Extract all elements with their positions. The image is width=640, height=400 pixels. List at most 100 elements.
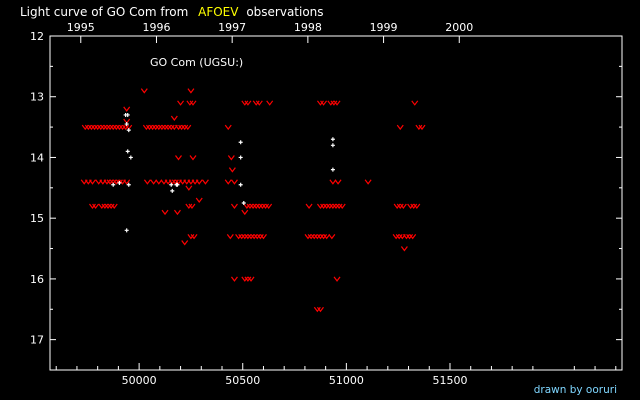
upper-limit-mark bbox=[186, 100, 194, 106]
upper-limit-mark bbox=[310, 234, 318, 240]
upper-limit-mark bbox=[112, 124, 120, 131]
credit-text: drawn by ooruri bbox=[534, 384, 617, 396]
upper-limit-mark bbox=[106, 124, 114, 131]
upper-limit-mark bbox=[155, 179, 163, 185]
y-tick-label: 12 bbox=[30, 30, 44, 43]
top-axis: 1995 1996 1997 1998 1999 2000 bbox=[67, 21, 473, 43]
upper-limit-mark bbox=[107, 203, 115, 210]
upper-limit-mark bbox=[112, 179, 120, 185]
observation-mark bbox=[169, 182, 174, 187]
upper-limit-mark bbox=[338, 203, 346, 210]
upper-limit-mark bbox=[103, 124, 111, 131]
upper-limit-mark bbox=[244, 234, 252, 240]
upper-limit-mark bbox=[87, 124, 95, 131]
upper-limit-mark bbox=[241, 209, 249, 216]
upper-limit-mark bbox=[409, 234, 417, 240]
upper-limit-mark bbox=[241, 276, 249, 282]
upper-limit-mark bbox=[187, 234, 195, 240]
upper-limit-mark bbox=[181, 240, 189, 246]
title-suffix: observations bbox=[246, 5, 323, 19]
upper-limit-mark bbox=[109, 124, 117, 131]
top-tick-label: 2000 bbox=[445, 21, 473, 34]
upper-limit-mark bbox=[246, 203, 254, 210]
chart-title: Light curve of GO Com from AFOEV observa… bbox=[20, 5, 324, 19]
upper-limit-mark bbox=[94, 124, 102, 131]
upper-limit-mark bbox=[250, 234, 258, 240]
upper-limit-mark bbox=[323, 203, 331, 210]
upper-limit-mark bbox=[152, 124, 160, 131]
upper-limit-mark bbox=[98, 203, 106, 210]
upper-limit-mark bbox=[188, 203, 196, 210]
upper-limit-mark bbox=[411, 100, 419, 106]
upper-limit-mark bbox=[89, 179, 96, 185]
y-tick-label: 15 bbox=[30, 212, 44, 225]
x-tick-label: 50000 bbox=[122, 374, 157, 387]
upper-limit-mark bbox=[123, 106, 131, 112]
y-axis: 12 13 14 15 16 17 bbox=[30, 30, 622, 347]
observation-mark bbox=[125, 112, 130, 117]
top-tick-label: 1998 bbox=[294, 21, 322, 34]
upper-limit-mark bbox=[252, 203, 260, 210]
top-tick-label: 1999 bbox=[370, 21, 398, 34]
upper-limit-mark bbox=[189, 155, 197, 161]
upper-limit-mark bbox=[170, 115, 178, 121]
upper-limit-mark bbox=[164, 124, 172, 131]
upper-limit-mark bbox=[253, 234, 261, 240]
observation-mark bbox=[238, 140, 243, 145]
title-source: AFOEV bbox=[198, 5, 239, 19]
data-points bbox=[80, 88, 426, 313]
upper-limit-mark bbox=[399, 203, 407, 210]
upper-limit-mark bbox=[333, 276, 341, 282]
y-tick-label: 17 bbox=[30, 334, 44, 347]
upper-limit-mark bbox=[316, 234, 324, 240]
upper-limit-mark bbox=[402, 234, 410, 240]
upper-limit-mark bbox=[230, 179, 238, 185]
upper-limit-mark bbox=[407, 203, 415, 210]
observation-mark bbox=[238, 155, 243, 160]
observation-mark bbox=[128, 155, 133, 160]
upper-limit-mark bbox=[330, 100, 338, 106]
upper-limit-mark bbox=[81, 124, 89, 131]
upper-limit-mark bbox=[123, 179, 131, 185]
upper-limit-mark bbox=[364, 179, 372, 185]
upper-limit-mark bbox=[227, 155, 235, 161]
upper-limit-mark bbox=[415, 124, 423, 131]
y-tick-label: 13 bbox=[30, 91, 44, 104]
upper-limit-mark bbox=[145, 124, 153, 131]
upper-limit-mark bbox=[326, 203, 334, 210]
upper-limit-mark bbox=[100, 124, 108, 131]
upper-limit-mark bbox=[320, 100, 328, 106]
observation-mark bbox=[170, 188, 175, 193]
upper-limit-mark bbox=[91, 124, 99, 131]
y-tick-label: 16 bbox=[30, 273, 44, 286]
observation-mark bbox=[330, 143, 335, 148]
observation-mark bbox=[124, 122, 129, 127]
upper-limit-mark bbox=[224, 179, 232, 185]
upper-limit-mark bbox=[189, 100, 197, 106]
upper-limit-mark bbox=[149, 124, 157, 131]
upper-limit-mark bbox=[161, 209, 169, 216]
x-tick-label: 51500 bbox=[432, 374, 467, 387]
upper-limit-mark bbox=[316, 100, 324, 106]
x-tick-label: 51000 bbox=[329, 374, 364, 387]
upper-limit-mark bbox=[335, 203, 343, 210]
upper-limit-mark bbox=[313, 234, 321, 240]
upper-limit-mark bbox=[185, 203, 193, 210]
upper-limit-mark bbox=[110, 203, 118, 210]
observation-mark bbox=[111, 182, 116, 187]
upper-limit-mark bbox=[226, 234, 234, 240]
upper-limit-mark bbox=[184, 124, 192, 131]
observation-mark bbox=[126, 182, 131, 187]
observation-mark bbox=[125, 149, 130, 154]
observation-mark bbox=[330, 167, 335, 172]
upper-limit-mark bbox=[177, 100, 185, 106]
upper-limit-mark bbox=[262, 203, 270, 210]
upper-limit-mark bbox=[327, 100, 335, 106]
upper-limit-mark bbox=[395, 234, 403, 240]
upper-limit-mark bbox=[187, 88, 195, 94]
upper-limit-mark bbox=[241, 100, 249, 106]
upper-limit-mark bbox=[119, 124, 127, 131]
upper-limit-mark bbox=[230, 203, 238, 210]
observation-mark bbox=[238, 182, 243, 187]
